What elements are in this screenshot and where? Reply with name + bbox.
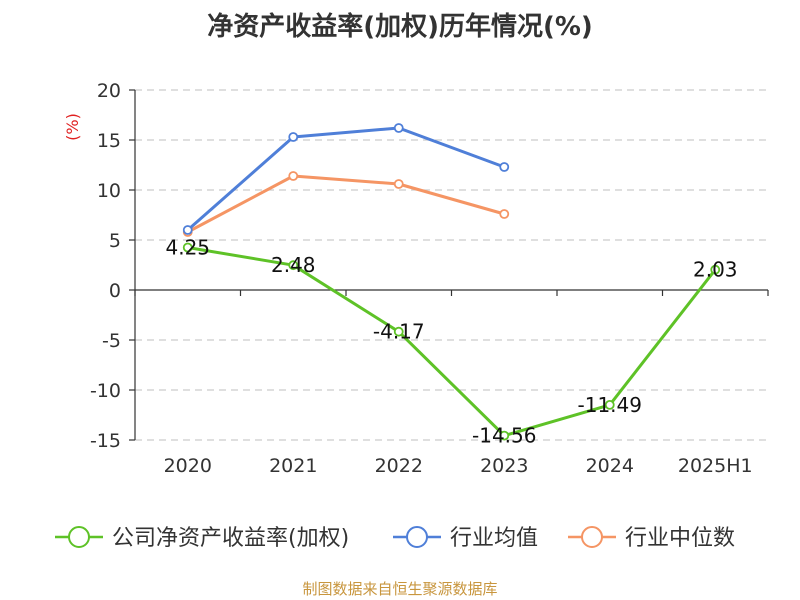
data-point [499,209,510,219]
data-point [604,399,615,410]
y-tick-label: 20 [97,80,121,102]
data-point [393,179,404,189]
data-label: -11.49 [578,393,642,417]
legend-marker [581,526,603,548]
data-point [393,326,404,337]
data-point [499,162,510,172]
x-tick-label: 2025H1 [678,455,753,477]
y-tick-label: 0 [109,280,121,302]
y-tick-label: -10 [90,380,121,402]
series-line [187,246,717,438]
legend-label: 行业均值 [450,526,538,551]
data-label-layer: 4.25 2.48 -4.17 -14.56 -11.49 2.03 [165,236,737,448]
legend-marker [68,526,90,548]
series-layer [182,123,721,441]
data-label: 4.25 [165,236,210,260]
grid-layer [135,89,768,441]
y-axis-title: (%) [63,113,82,141]
y-tick-label: -5 [102,330,121,352]
source-note: 制图数据来自恒生聚源数据库 [302,580,498,598]
x-tick-label: 2022 [375,455,423,477]
legend-label: 行业中位数 [625,526,735,551]
data-label: 2.03 [693,258,738,282]
data-point [182,225,193,235]
data-point [710,264,721,275]
data-label: 2.48 [271,253,316,277]
series-line [187,174,505,234]
x-tick-label: 2021 [269,455,317,477]
x-tick-label: 2024 [586,455,634,477]
y-tick-label: 5 [109,230,121,252]
axis-layer: 20 15 10 5 0 -5 -10 -15 2020 2021 2022 2023 2024 2025… [90,80,769,477]
data-label: -14.56 [472,424,536,448]
x-tick-label: 2023 [480,455,528,477]
chart-title: 净资产收益率(加权)历年情况(%) [207,12,593,42]
y-tick-label: -15 [90,430,121,452]
data-point [288,260,299,271]
y-tick-label: 10 [97,180,121,202]
series-line [186,126,505,232]
data-point [288,132,299,142]
data-point [182,242,193,253]
data-point [393,123,404,133]
data-point [288,171,299,181]
legend-label: 公司净资产收益率(加权) [112,526,349,551]
legend: 公司净资产收益率(加权) 行业均值 行业中位数 [55,526,735,551]
data-label: -4.17 [373,320,425,344]
y-tick-label: 15 [97,130,121,152]
legend-marker [406,526,428,548]
data-point [499,430,510,441]
x-tick-label: 2020 [164,455,212,477]
